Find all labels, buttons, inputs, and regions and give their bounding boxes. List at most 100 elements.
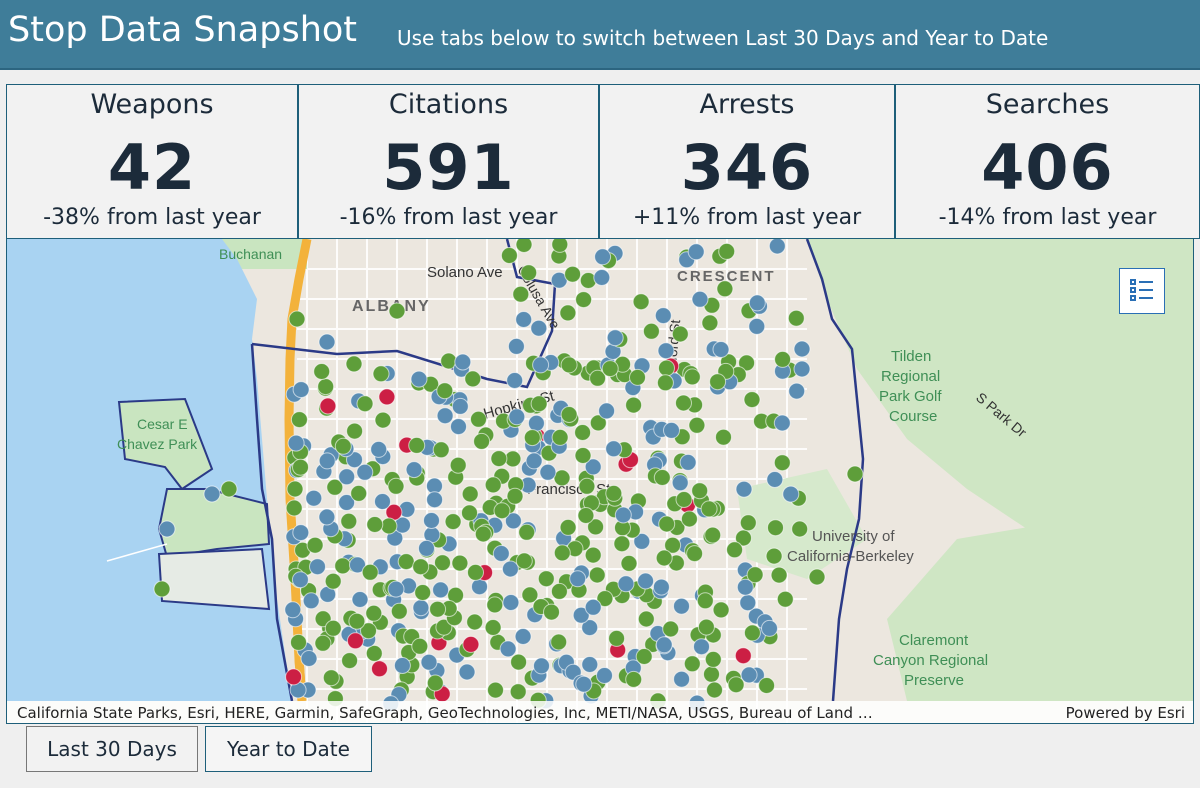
arrests-card: Arrests 346 +11% from last year: [599, 84, 895, 239]
stop-marker: [324, 619, 342, 637]
stop-marker: [559, 518, 577, 536]
stop-marker: [663, 421, 680, 439]
stop-marker: [348, 612, 366, 630]
stop-marker: [533, 657, 550, 675]
stop-marker: [380, 517, 398, 535]
stop-marker: [412, 599, 430, 617]
stop-marker: [617, 575, 635, 593]
powered-by-esri[interactable]: Powered by Esri: [1065, 704, 1185, 722]
stop-marker: [679, 453, 697, 471]
card-label: Citations: [388, 89, 509, 120]
stop-marker: [688, 416, 706, 434]
stop-marker: [662, 620, 680, 638]
legend-button[interactable]: [1119, 268, 1165, 314]
label-cesar1: Cesar E: [137, 416, 188, 432]
stop-marker: [426, 674, 444, 692]
stop-marker: [346, 632, 364, 650]
stop-marker: [748, 317, 766, 335]
card-value: 346: [680, 131, 814, 204]
stop-marker: [673, 597, 690, 615]
stop-marker: [515, 311, 533, 328]
map-attribution: California State Parks, Esri, HERE, Garm…: [7, 701, 1193, 723]
stop-marker: [374, 493, 391, 510]
stop-marker: [773, 414, 791, 432]
stop-marker: [408, 436, 426, 454]
stop-marker: [581, 619, 599, 637]
stop-markers: [153, 239, 864, 713]
stop-marker: [539, 463, 557, 481]
tab-last-30-days[interactable]: Last 30 Days: [26, 726, 198, 772]
stop-marker: [629, 368, 646, 386]
stop-marker: [365, 644, 383, 662]
map-canvas[interactable]: Buchanan Solano Ave ALBANY CRESCENT Hopk…: [7, 239, 1194, 724]
stop-marker: [709, 373, 727, 391]
stop-marker: [577, 507, 595, 524]
stop-marker: [378, 388, 396, 406]
stop-marker: [397, 553, 415, 571]
attribution-text[interactable]: California State Parks, Esri, HERE, Garm…: [17, 704, 873, 722]
stop-marker: [793, 340, 811, 358]
stop-marker: [575, 675, 593, 693]
stop-marker: [285, 668, 303, 686]
stop-marker: [410, 370, 428, 388]
stop-marker: [449, 456, 467, 474]
label-ucb2: California-Berkeley: [787, 548, 914, 565]
stop-marker: [306, 536, 324, 554]
stop-marker: [687, 243, 705, 261]
stop-marker: [351, 591, 369, 608]
stop-marker: [656, 374, 674, 392]
stop-marker: [350, 484, 368, 502]
stop-marker: [734, 647, 752, 665]
stop-marker: [436, 382, 454, 400]
stop-marker: [507, 337, 525, 355]
stop-marker: [774, 350, 792, 368]
stop-marker: [474, 525, 492, 543]
stop-marker: [525, 452, 543, 470]
stop-marker: [588, 566, 606, 584]
stop-marker: [429, 600, 447, 618]
stop-marker: [520, 264, 538, 282]
stop-marker: [788, 382, 806, 400]
stop-marker: [625, 396, 643, 414]
stop-marker: [506, 372, 524, 389]
stop-marker: [768, 239, 786, 255]
stop-marker: [551, 428, 569, 446]
stop-marker: [758, 677, 776, 694]
stop-marker: [704, 650, 722, 668]
stop-marker: [693, 638, 710, 656]
stop-marker: [451, 397, 469, 415]
card-change: +11% from last year: [632, 205, 862, 230]
stop-marker: [502, 594, 520, 611]
citations-card: Citations 591 -16% from last year: [298, 84, 599, 239]
stop-marker: [584, 598, 602, 616]
stop-marker: [658, 359, 675, 377]
stop-marker: [776, 590, 794, 608]
stop-marker: [846, 465, 864, 483]
stop-marker: [671, 474, 689, 492]
label-ucb1: University of: [812, 528, 895, 545]
stop-marker: [652, 578, 670, 596]
stop-marker: [655, 636, 673, 654]
stop-marker: [370, 440, 388, 458]
stop-marker: [596, 590, 614, 608]
stop-marker: [680, 510, 698, 528]
stop-marker: [454, 353, 472, 371]
stop-marker: [318, 333, 336, 351]
stop-marker: [512, 285, 530, 303]
tab-year-to-date[interactable]: Year to Date: [205, 726, 372, 772]
stop-marker: [671, 325, 689, 343]
stop-marker: [596, 667, 613, 684]
label-crescent: CRESCENT: [677, 268, 776, 285]
stop-marker: [314, 634, 332, 652]
stop-marker: [290, 411, 308, 429]
stop-marker: [471, 578, 488, 596]
stop-marker: [735, 480, 753, 498]
stop-marker: [345, 355, 363, 373]
stop-marker: [715, 428, 732, 446]
stop-marker: [727, 676, 745, 694]
stop-marker: [743, 391, 761, 409]
stop-marker: [302, 592, 320, 610]
stop-marker: [655, 549, 673, 567]
stop-marker: [673, 670, 691, 688]
stop-map[interactable]: Buchanan Solano Ave ALBANY CRESCENT Hopk…: [6, 238, 1194, 724]
